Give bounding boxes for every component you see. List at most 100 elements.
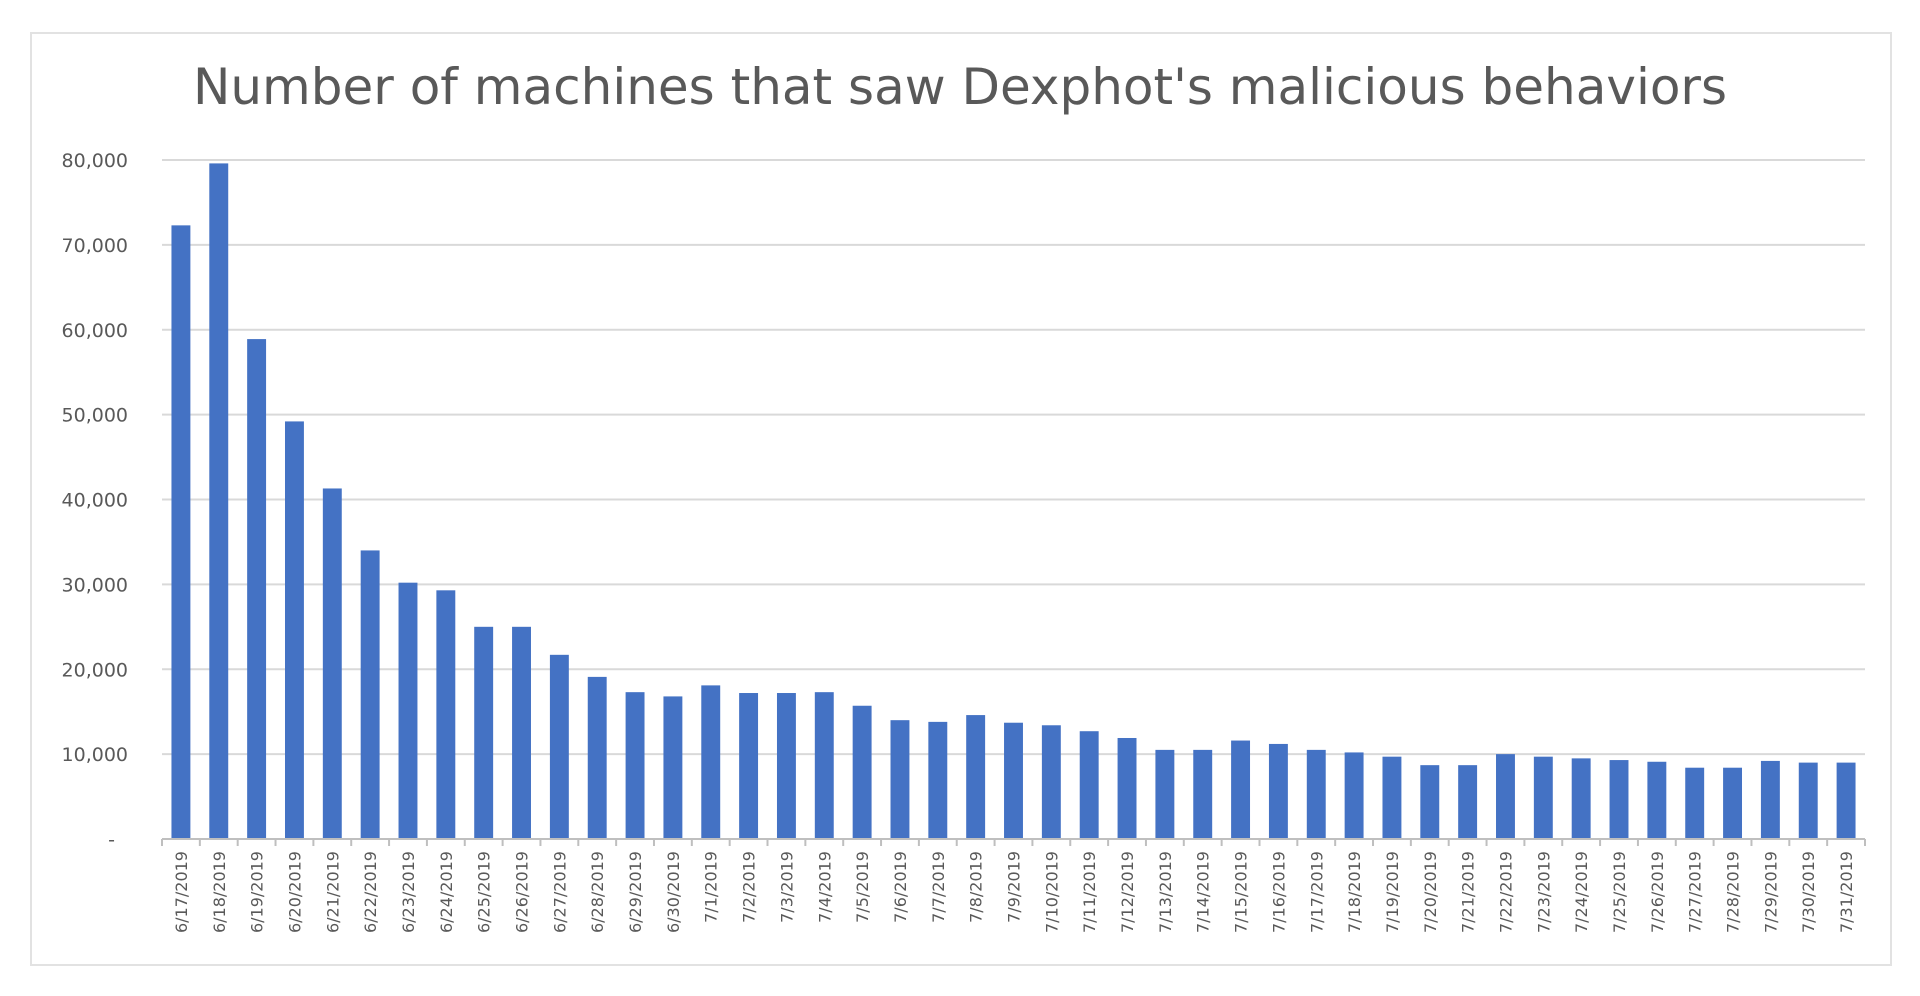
x-tick-label: 7/25/2019 xyxy=(1610,851,1629,933)
bar xyxy=(852,705,872,839)
y-tick-label: 30,000 xyxy=(62,574,128,596)
bar xyxy=(1382,756,1402,839)
bar xyxy=(890,720,910,839)
bar xyxy=(701,685,721,839)
x-tick-label: 7/19/2019 xyxy=(1383,851,1402,933)
x-tick-label: 6/19/2019 xyxy=(248,851,267,933)
bar xyxy=(398,582,418,839)
x-tick-label: 7/21/2019 xyxy=(1459,851,1478,933)
x-tick-label: 6/17/2019 xyxy=(172,851,191,933)
bar xyxy=(512,626,531,839)
x-tick-label: 7/13/2019 xyxy=(1156,851,1175,933)
x-tick-label: 7/8/2019 xyxy=(967,851,986,923)
x-tick-label: 6/18/2019 xyxy=(210,851,229,933)
bar xyxy=(1685,767,1705,839)
bar xyxy=(1344,752,1364,839)
y-axis-tick-labels: - 10,000 20,000 30,000 40,000 50,000 60,000 70,… xyxy=(62,150,128,851)
bar xyxy=(1496,754,1515,839)
x-tick-label: 7/6/2019 xyxy=(891,851,910,923)
bar xyxy=(966,715,986,839)
bar xyxy=(1155,749,1175,839)
y-tick-label: 10,000 xyxy=(62,744,128,766)
x-tick-label: 7/4/2019 xyxy=(815,851,834,923)
bar xyxy=(1571,758,1591,839)
x-tick-label: 6/21/2019 xyxy=(323,851,342,933)
bar xyxy=(1079,731,1099,839)
bar xyxy=(1723,767,1743,839)
x-tick-label: 7/3/2019 xyxy=(777,851,796,923)
x-tick-label: 6/23/2019 xyxy=(399,851,418,933)
y-tick-label: 80,000 xyxy=(62,150,128,172)
x-tick-label: 6/27/2019 xyxy=(550,851,569,933)
bar xyxy=(1609,760,1629,839)
x-tick-label: 6/22/2019 xyxy=(361,851,380,933)
chart-title: Number of machines that saw Dexphot's ma… xyxy=(192,58,1728,116)
x-tick-label: 6/30/2019 xyxy=(664,851,683,933)
bar xyxy=(739,693,759,839)
bar xyxy=(1306,749,1326,839)
x-tick-label: 7/2/2019 xyxy=(740,851,759,923)
x-tick-label: 7/22/2019 xyxy=(1496,851,1515,933)
bar xyxy=(247,339,267,839)
axes xyxy=(161,838,1866,846)
y-tick-label: 20,000 xyxy=(62,659,128,681)
y-tick-label: 50,000 xyxy=(62,405,128,427)
x-tick-label: 7/23/2019 xyxy=(1534,851,1553,933)
x-tick-label: 7/14/2019 xyxy=(1194,851,1213,933)
bar xyxy=(1268,743,1288,839)
bars xyxy=(171,163,1856,839)
x-tick-label: 7/26/2019 xyxy=(1648,851,1667,933)
x-tick-label: 7/30/2019 xyxy=(1799,851,1818,933)
x-tick-label: 7/24/2019 xyxy=(1572,851,1591,933)
bar xyxy=(1533,756,1553,839)
bar xyxy=(474,626,494,839)
bar xyxy=(322,488,342,839)
x-tick-label: 7/15/2019 xyxy=(1232,851,1251,933)
x-tick-label: 7/16/2019 xyxy=(1269,851,1288,933)
x-tick-label: 6/28/2019 xyxy=(588,851,607,933)
x-tick-label: 6/29/2019 xyxy=(626,851,645,933)
x-tick-label: 7/28/2019 xyxy=(1724,851,1743,933)
bar xyxy=(587,676,607,839)
bar xyxy=(1760,760,1780,839)
bar xyxy=(549,654,569,839)
y-tick-label: 40,000 xyxy=(62,490,128,512)
x-tick-label: 6/26/2019 xyxy=(513,851,532,933)
x-tick-label: 7/29/2019 xyxy=(1761,851,1780,933)
x-tick-label: 7/1/2019 xyxy=(702,851,721,923)
x-tick-label: 6/20/2019 xyxy=(285,851,304,933)
y-tick-label: - xyxy=(108,829,115,851)
bar xyxy=(1798,762,1818,839)
bar xyxy=(1004,722,1023,839)
gridlines xyxy=(162,159,1865,756)
x-tick-label: 7/27/2019 xyxy=(1686,851,1705,933)
bar xyxy=(1647,761,1667,839)
bar xyxy=(1458,765,1478,839)
x-tick-label: 7/5/2019 xyxy=(853,851,872,923)
bar xyxy=(1231,740,1251,839)
x-tick-label: 7/31/2019 xyxy=(1837,851,1856,933)
bar xyxy=(436,590,456,839)
bar xyxy=(171,225,191,839)
bar xyxy=(360,550,380,839)
x-tick-label: 7/7/2019 xyxy=(929,851,948,923)
bar xyxy=(928,721,948,839)
bar xyxy=(1420,765,1440,839)
x-tick-label: 7/20/2019 xyxy=(1421,851,1440,933)
bar xyxy=(625,692,645,839)
bar xyxy=(209,163,229,839)
x-tick-label: 6/25/2019 xyxy=(475,851,494,933)
x-tick-label: 6/24/2019 xyxy=(437,851,456,933)
bar xyxy=(776,693,796,839)
x-tick-label: 7/9/2019 xyxy=(1005,851,1024,923)
bar xyxy=(1193,749,1213,839)
bar xyxy=(1117,737,1137,839)
bar xyxy=(1836,762,1856,839)
bar xyxy=(814,692,834,839)
x-tick-label: 7/17/2019 xyxy=(1307,851,1326,933)
y-tick-label: 70,000 xyxy=(62,235,128,257)
y-tick-label: 60,000 xyxy=(62,320,128,342)
bar xyxy=(284,421,304,839)
x-tick-label: 7/10/2019 xyxy=(1042,851,1061,933)
